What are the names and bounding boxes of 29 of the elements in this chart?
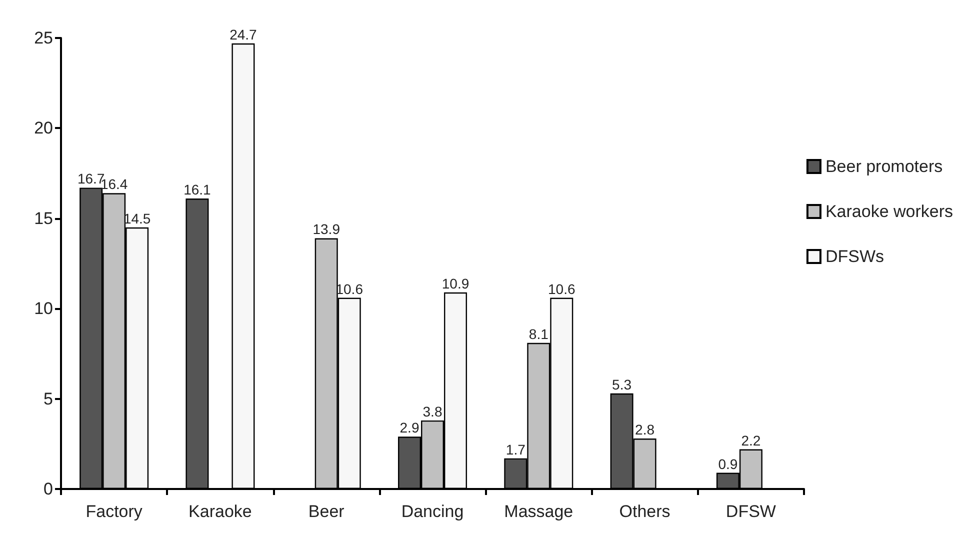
y-tick-label: 20 <box>34 118 53 138</box>
x-tick-label: Beer <box>308 502 345 521</box>
data-label: 2.2 <box>741 432 761 448</box>
y-tick-label: 5 <box>44 389 53 408</box>
y-tick-label: 10 <box>34 299 53 318</box>
data-label: 13.9 <box>312 221 340 238</box>
x-tick-label: Karaoke <box>188 502 252 521</box>
data-label: 16.1 <box>184 182 212 198</box>
legend-label: DFSWs <box>825 247 884 266</box>
data-label: 5.3 <box>612 376 632 392</box>
data-label: 2.8 <box>635 421 655 438</box>
data-label: 3.8 <box>422 403 442 420</box>
data-label: 10.9 <box>442 275 470 292</box>
y-tick-label: 0 <box>44 480 53 498</box>
x-tick-label: Factory <box>86 502 143 521</box>
legend-label: Beer promoters <box>825 157 943 176</box>
y-tick-label: 25 <box>34 28 53 48</box>
y-tick-label: 15 <box>34 208 53 228</box>
data-label: 10.6 <box>548 280 576 297</box>
x-tick-label: Others <box>619 502 670 521</box>
data-label: 2.9 <box>400 420 420 436</box>
data-label: 8.1 <box>528 326 549 342</box>
legend-label: Karaoke workers <box>825 202 954 221</box>
data-label: 24.7 <box>230 26 258 42</box>
x-tick-label: Dancing <box>401 502 464 521</box>
x-tick-label: Massage <box>504 502 574 521</box>
data-label: 1.7 <box>506 441 526 458</box>
x-tick-label: DFSW <box>726 502 776 521</box>
data-label: 0.9 <box>718 456 738 472</box>
